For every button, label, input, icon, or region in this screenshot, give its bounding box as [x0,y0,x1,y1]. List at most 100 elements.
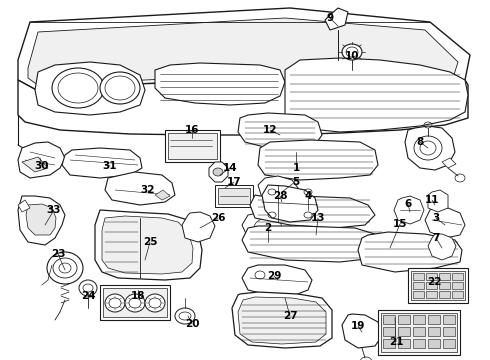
Bar [398,315,410,324]
Ellipse shape [145,294,165,312]
Polygon shape [285,58,468,132]
Text: 29: 29 [267,271,281,281]
Polygon shape [394,196,424,224]
Bar [428,339,440,348]
Text: 16: 16 [185,125,199,135]
Polygon shape [182,212,215,242]
Polygon shape [18,8,470,92]
Text: 22: 22 [427,277,441,287]
Polygon shape [358,232,462,272]
Polygon shape [258,140,378,180]
Bar [413,273,424,280]
Polygon shape [442,158,456,168]
Polygon shape [105,172,175,205]
Bar [428,327,440,336]
Bar [413,282,424,289]
Polygon shape [22,157,48,172]
Bar [398,327,410,336]
Ellipse shape [79,280,97,296]
Polygon shape [325,8,348,30]
Bar [165,130,220,162]
Ellipse shape [342,44,362,60]
Bar [426,273,437,280]
Polygon shape [242,226,385,262]
Polygon shape [262,185,318,222]
Polygon shape [155,63,285,105]
Bar [413,327,425,336]
Text: 4: 4 [304,191,312,201]
Text: 3: 3 [432,213,440,223]
Ellipse shape [213,168,223,176]
Polygon shape [250,195,375,228]
Polygon shape [258,176,298,202]
Polygon shape [342,314,382,348]
Polygon shape [95,210,202,280]
Bar [413,339,425,348]
Bar [426,282,437,289]
Bar [443,327,455,336]
Text: 23: 23 [51,249,65,259]
Polygon shape [28,18,458,88]
Text: 1: 1 [293,163,299,173]
Polygon shape [18,200,30,212]
Text: 15: 15 [393,219,407,229]
Text: 5: 5 [293,177,299,187]
Bar [452,291,463,298]
Bar [426,291,437,298]
Text: 28: 28 [273,191,287,201]
Polygon shape [405,126,455,170]
Polygon shape [18,80,468,135]
Text: 20: 20 [185,319,199,329]
Text: 11: 11 [425,195,439,205]
Polygon shape [242,265,312,295]
Text: 32: 32 [141,185,155,195]
Polygon shape [232,292,332,348]
Bar [398,339,410,348]
Bar [381,313,457,352]
Bar [439,291,450,298]
Ellipse shape [175,308,195,324]
Text: 7: 7 [432,233,440,243]
Polygon shape [102,216,193,274]
Polygon shape [428,234,456,260]
Polygon shape [35,62,145,115]
Ellipse shape [100,72,140,104]
Text: 13: 13 [311,213,325,223]
Bar [413,315,425,324]
Text: 24: 24 [81,291,96,301]
Polygon shape [425,208,465,238]
Bar [215,185,253,207]
Bar [168,133,217,159]
Bar [452,282,463,289]
Bar [443,339,455,348]
Bar [383,339,395,348]
Text: 8: 8 [416,137,424,147]
Polygon shape [238,297,326,344]
Bar [383,327,395,336]
Polygon shape [428,190,448,212]
Text: 21: 21 [389,337,403,347]
Polygon shape [18,196,65,245]
Text: 27: 27 [283,311,297,321]
Polygon shape [209,162,228,182]
Polygon shape [18,142,65,178]
Text: 17: 17 [227,177,241,187]
Text: 25: 25 [143,237,157,247]
Polygon shape [238,113,322,148]
Ellipse shape [125,294,145,312]
Bar [103,288,167,317]
Text: 18: 18 [131,291,145,301]
Bar [383,315,395,324]
Polygon shape [242,213,292,245]
Bar [411,271,465,300]
Bar [100,285,170,320]
Text: 12: 12 [263,125,277,135]
Bar [452,273,463,280]
Text: 2: 2 [265,223,271,233]
Bar [408,268,468,303]
Polygon shape [62,148,142,178]
Text: 6: 6 [404,199,412,209]
Ellipse shape [47,252,83,284]
Text: 10: 10 [345,51,359,61]
Text: 33: 33 [47,205,61,215]
